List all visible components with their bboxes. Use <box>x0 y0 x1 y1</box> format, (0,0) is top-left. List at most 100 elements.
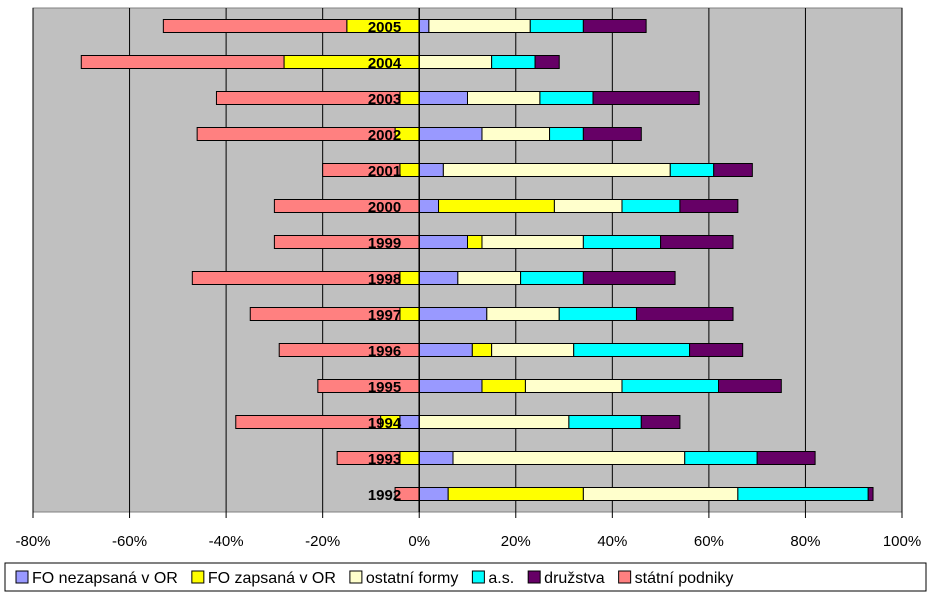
bar-segment <box>539 91 594 105</box>
bar-segment <box>529 19 584 33</box>
bar-segment <box>452 451 686 465</box>
bar-segment <box>235 415 382 429</box>
bar-segment <box>418 163 444 177</box>
bar-segment <box>669 163 715 177</box>
bar-segment <box>399 307 420 321</box>
bar-segment <box>534 55 560 69</box>
x-tick-label: 100% <box>883 533 921 550</box>
legend-swatch <box>15 570 29 584</box>
bar-segment <box>399 415 420 429</box>
bar-segment <box>635 307 734 321</box>
bar-segment <box>399 91 420 105</box>
bar-segment <box>196 127 396 141</box>
bar-segment <box>418 271 459 285</box>
bar-segment <box>592 91 700 105</box>
bar-segment <box>249 307 401 321</box>
bar-segment <box>418 343 473 357</box>
bar-segment <box>471 343 493 357</box>
bar-segment <box>553 199 623 213</box>
x-tick-label: 20% <box>501 533 531 550</box>
bar-segment <box>660 235 734 249</box>
x-tick-label: -40% <box>209 533 244 550</box>
bar-segment <box>418 451 454 465</box>
bar-segment <box>689 343 744 357</box>
category-label: 2003 <box>368 91 401 108</box>
bar-segment <box>418 19 430 33</box>
bar-segment <box>621 199 681 213</box>
bar-segment <box>418 199 440 213</box>
bar-segment <box>491 343 575 357</box>
bar-segment <box>447 487 584 501</box>
x-tick-label: 40% <box>597 533 627 550</box>
legend-label: ostatní formy <box>366 570 458 587</box>
bar-segment <box>867 487 874 501</box>
legend-label: státní podniky <box>635 570 734 587</box>
bar-segment <box>524 379 623 393</box>
x-tick-label: -80% <box>15 533 50 550</box>
bar-segment <box>520 271 584 285</box>
category-label: 1995 <box>368 379 401 396</box>
bar-segment <box>582 235 662 249</box>
bar-segment <box>438 199 555 213</box>
bar-segment <box>713 163 753 177</box>
bar-segment <box>399 451 420 465</box>
legend-label: FO zapsaná v OR <box>208 570 336 587</box>
bar-segment <box>573 343 691 357</box>
category-label: 2004 <box>368 55 402 72</box>
category-label: 2005 <box>368 19 401 36</box>
bar-segment <box>418 91 469 105</box>
bar-segment <box>582 271 676 285</box>
category-label: 2001 <box>368 163 401 180</box>
x-tick-label: -20% <box>305 533 340 550</box>
bar-segment <box>684 451 758 465</box>
bar-segment <box>418 307 488 321</box>
bar-segment <box>322 163 401 177</box>
bar-segment <box>336 451 401 465</box>
bar-segment <box>481 127 551 141</box>
x-tick-label: 80% <box>790 533 820 550</box>
plot-area <box>32 7 903 513</box>
legend-swatch <box>191 570 205 584</box>
bar-segment <box>621 379 720 393</box>
bar-segment <box>756 451 816 465</box>
bar-segment <box>418 235 469 249</box>
category-label: 2002 <box>368 127 401 144</box>
x-tick-label: -60% <box>112 533 147 550</box>
legend-swatch <box>618 570 632 584</box>
legend-swatch <box>527 570 541 584</box>
legend-label: družstva <box>544 570 605 587</box>
bar-segment <box>582 487 739 501</box>
bar-segment <box>418 127 483 141</box>
bar-segment <box>491 55 536 69</box>
legend-box <box>4 562 927 592</box>
bar-segment <box>191 271 401 285</box>
legend-swatch <box>349 570 363 584</box>
bar-segment <box>568 415 642 429</box>
bar-segment <box>467 91 541 105</box>
bar-segment <box>549 127 584 141</box>
bar-segment <box>481 379 526 393</box>
bar-segment <box>418 379 483 393</box>
bar-segment <box>399 163 420 177</box>
legend-label: a.s. <box>488 570 514 587</box>
legend-swatch <box>471 570 485 584</box>
bar-segment <box>582 127 642 141</box>
bar-segment <box>481 235 584 249</box>
bar-segment <box>418 55 493 69</box>
bar-segment <box>215 91 401 105</box>
bar-segment <box>399 271 420 285</box>
category-label: 1996 <box>368 343 401 360</box>
bar-segment <box>467 235 483 249</box>
category-label: 1993 <box>368 451 401 468</box>
category-label: 1998 <box>368 271 401 288</box>
bar-segment <box>737 487 869 501</box>
bar-segment <box>80 55 285 69</box>
bar-segment <box>442 163 671 177</box>
bar-segment <box>486 307 560 321</box>
bar-segment <box>162 19 348 33</box>
category-label: 1999 <box>368 235 401 252</box>
x-tick-label: 60% <box>694 533 724 550</box>
bar-segment <box>457 271 522 285</box>
